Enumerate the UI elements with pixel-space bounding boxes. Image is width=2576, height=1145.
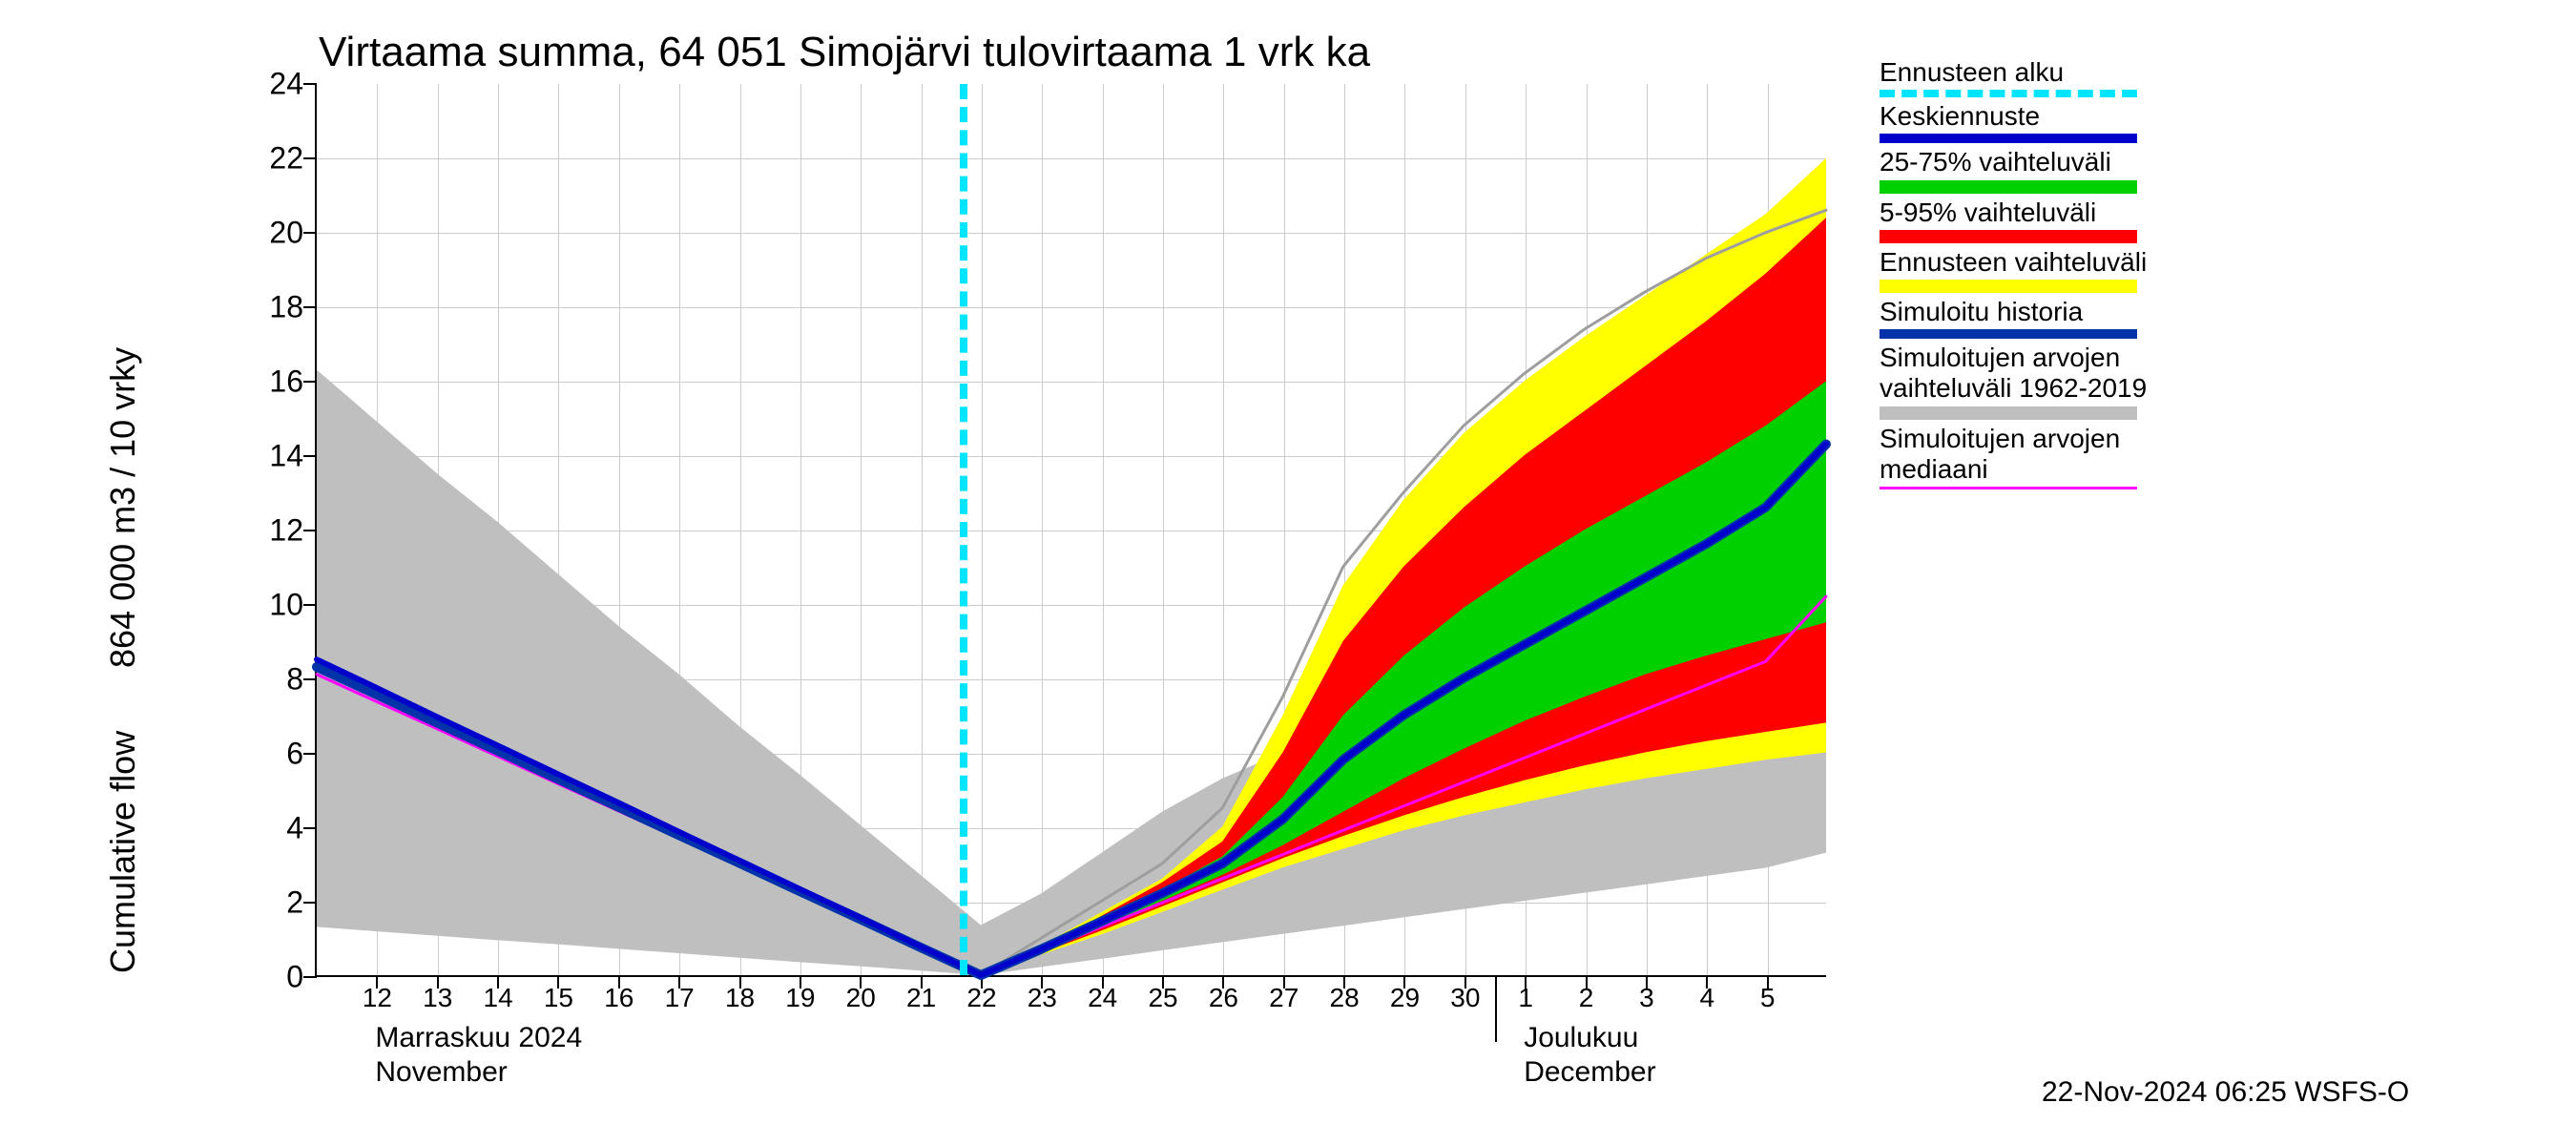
legend-label: Simuloitujen arvojen mediaani: [1880, 424, 2147, 485]
chart-title: Virtaama summa, 64 051 Simojärvi tulovir…: [319, 29, 1370, 76]
forecast-start-line: [960, 84, 967, 975]
x-tick-label: 2: [1579, 975, 1594, 1013]
legend-label: Simuloitujen arvojen vaihteluväli 1962-2…: [1880, 343, 2147, 404]
legend-entry: Ennusteen alku: [1880, 57, 2147, 97]
month-separator: [1495, 975, 1497, 1042]
y-tick-label: 0: [286, 960, 317, 995]
x-tick-label: 21: [906, 975, 936, 1013]
plot-area: 0246810121416182022241213141516171819202…: [315, 84, 1826, 977]
x-tick-label: 26: [1209, 975, 1238, 1013]
page-root: Virtaama summa, 64 051 Simojärvi tulovir…: [0, 0, 2576, 1145]
legend-label: Keskiennuste: [1880, 101, 2147, 132]
legend-swatch: [1880, 180, 2137, 194]
legend-entry: Ennusteen vaihteluväli: [1880, 247, 2147, 293]
series-svg: [317, 84, 1826, 975]
x-tick-label: 23: [1028, 975, 1057, 1013]
x-tick-label: 28: [1330, 975, 1360, 1013]
month-label-1: Marraskuu 2024 November: [375, 1021, 582, 1090]
x-tick-label: 22: [966, 975, 996, 1013]
legend-label: Ennusteen vaihteluväli: [1880, 247, 2147, 278]
x-tick-label: 29: [1390, 975, 1420, 1013]
y-tick-label: 24: [269, 67, 317, 102]
month-label-2: Joulukuu December: [1524, 1021, 1655, 1090]
y-tick-label: 6: [286, 737, 317, 772]
x-tick-label: 3: [1639, 975, 1654, 1013]
x-tick-label: 20: [846, 975, 876, 1013]
legend-label: 5-95% vaihteluväli: [1880, 198, 2147, 228]
legend-swatch: [1880, 487, 2137, 489]
x-tick-label: 16: [604, 975, 634, 1013]
x-tick-label: 1: [1518, 975, 1533, 1013]
footer-timestamp: 22-Nov-2024 06:25 WSFS-O: [2042, 1076, 2409, 1109]
legend-swatch: [1880, 134, 2137, 143]
x-tick-label: 30: [1450, 975, 1480, 1013]
y-tick-label: 16: [269, 364, 317, 400]
legend-entry: Simuloitujen arvojen mediaani: [1880, 424, 2147, 489]
legend-entry: 5-95% vaihteluväli: [1880, 198, 2147, 243]
legend-swatch: [1880, 406, 2137, 420]
y-tick-label: 18: [269, 290, 317, 325]
legend-entry: Simuloitu historia: [1880, 297, 2147, 339]
legend-entry: Keskiennuste: [1880, 101, 2147, 143]
x-tick-label: 24: [1088, 975, 1117, 1013]
x-tick-label: 15: [544, 975, 573, 1013]
x-tick-label: 12: [363, 975, 392, 1013]
y-tick-label: 22: [269, 141, 317, 177]
y-tick-label: 20: [269, 216, 317, 251]
x-tick-label: 17: [665, 975, 695, 1013]
y-tick-label: 10: [269, 588, 317, 623]
x-tick-label: 4: [1699, 975, 1714, 1013]
y-axis-label-1: Cumulative flow: [103, 731, 143, 973]
x-tick-label: 27: [1269, 975, 1298, 1013]
y-tick-label: 14: [269, 439, 317, 474]
x-tick-label: 13: [423, 975, 452, 1013]
legend: Ennusteen alku Keskiennuste 25-75% vaihtel…: [1880, 57, 2147, 493]
legend-label: Simuloitu historia: [1880, 297, 2147, 327]
legend-entry: 25-75% vaihteluväli: [1880, 147, 2147, 193]
x-tick-label: 19: [785, 975, 815, 1013]
y-axis-label-2: 864 000 m3 / 10 vrky: [103, 347, 143, 668]
y-tick-label: 4: [286, 811, 317, 846]
legend-swatch: [1880, 280, 2137, 293]
y-tick-label: 2: [286, 885, 317, 921]
legend-label: Ennusteen alku: [1880, 57, 2147, 88]
legend-entry: Simuloitujen arvojen vaihteluväli 1962-2…: [1880, 343, 2147, 419]
x-tick-label: 14: [484, 975, 513, 1013]
x-tick-label: 5: [1760, 975, 1776, 1013]
y-tick-label: 12: [269, 513, 317, 549]
x-tick-label: 25: [1148, 975, 1177, 1013]
legend-swatch: [1880, 329, 2137, 339]
legend-swatch: [1880, 230, 2137, 243]
x-tick-label: 18: [725, 975, 755, 1013]
legend-label: 25-75% vaihteluväli: [1880, 147, 2147, 177]
legend-swatch: [1880, 90, 2137, 97]
